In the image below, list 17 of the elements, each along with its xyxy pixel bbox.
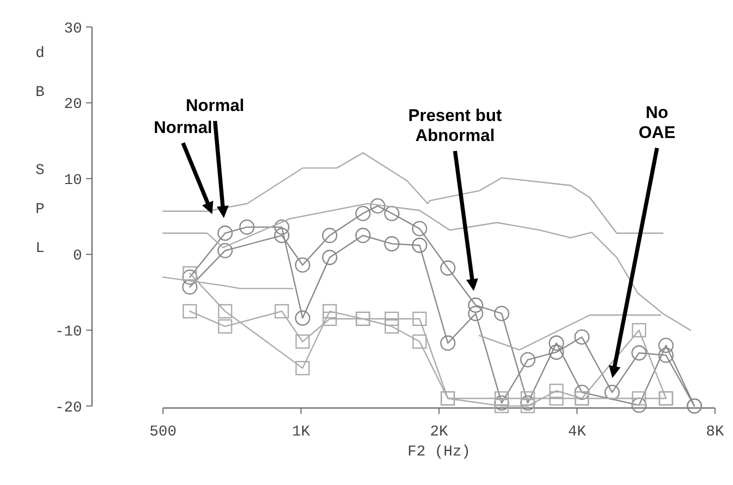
x-tick-label: 2K: [430, 423, 448, 440]
y-tick-label: 10: [64, 172, 82, 189]
y-axis-title: dB SPL: [32, 45, 48, 279]
x-axis-title: F2 (Hz): [407, 443, 471, 460]
annotation: Present but Abnormal: [408, 106, 502, 145]
annotation: Normal: [186, 96, 244, 115]
x-tick-label: 4K: [568, 423, 586, 440]
y-tick-label: 20: [64, 96, 82, 114]
x-tick-label: 500: [149, 423, 177, 440]
y-tick-label: 30: [64, 20, 82, 38]
annotation: Normal: [154, 118, 212, 137]
y-tick-label: 0: [72, 248, 82, 265]
x-tick-label: 8K: [706, 423, 724, 440]
x-tick-label: 1K: [292, 423, 310, 440]
annotation: No OAE: [638, 103, 676, 142]
y-tick-label: -20: [54, 399, 82, 416]
y-tick-label: -10: [54, 323, 82, 340]
